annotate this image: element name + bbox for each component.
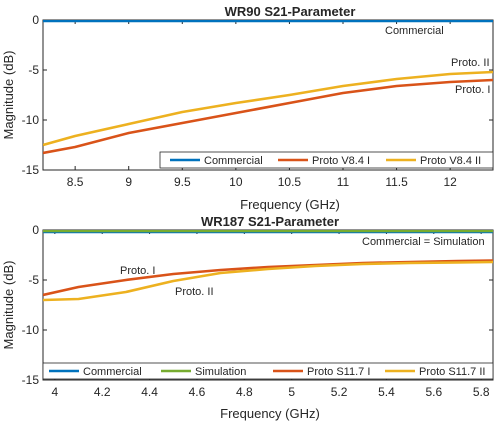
x-axis-label: Frequency (GHz)	[220, 406, 320, 421]
legend-box	[42, 362, 494, 380]
legend: Commercial Simulation Proto S11.7 I Proto S…	[42, 362, 494, 380]
x-tick-label: 4.4	[141, 385, 158, 399]
x-tick-label: 4.8	[236, 385, 253, 399]
x-tick-label: 5.6	[425, 385, 442, 399]
y-axis-label: Magnitude (dB)	[1, 51, 16, 140]
legend-label: Commercial	[204, 155, 263, 167]
legend-label: Simulation	[195, 366, 246, 378]
x-tick-label: 9	[125, 175, 132, 189]
series-line-proto-s11-7-ii	[43, 260, 493, 302]
plot-area	[42, 19, 494, 171]
x-tick-label: 5.8	[473, 385, 490, 399]
wr90-chart: WR90 S21-Parameter Frequency (GHz) Magni…	[1, 4, 494, 212]
y-tick-label: -5	[28, 63, 39, 77]
x-tick-label: 11	[337, 175, 350, 189]
x-tick-label: 10.5	[278, 175, 302, 189]
x-tick-label: 4	[51, 385, 58, 399]
chart-title: WR187 S21-Parameter	[201, 214, 339, 229]
y-tick-label: 0	[32, 223, 39, 237]
legend-box	[159, 151, 494, 169]
y-tick-label: -10	[22, 113, 40, 127]
x-tick-label: 8.5	[67, 175, 84, 189]
legend-label: Proto V8.4 I	[312, 155, 370, 167]
chart-title: WR90 S21-Parameter	[225, 4, 356, 19]
x-tick-label: 11.5	[385, 175, 408, 189]
annotation-commercial: Commercial	[385, 25, 444, 37]
legend: Commercial Proto V8.4 I Proto V8.4 II	[159, 151, 494, 169]
annotation-commercial-simulation: Commercial = Simulation	[362, 236, 485, 248]
y-tick-label: 0	[32, 13, 39, 27]
x-tick-label: 5.4	[378, 385, 395, 399]
x-axis-label: Frequency (GHz)	[240, 197, 340, 212]
wr187-chart: WR187 S21-Parameter Frequency (GHz) Magn…	[1, 214, 494, 421]
series-line-proto-v8-4-i	[43, 78, 493, 155]
series-line-proto-s11-7-i	[43, 259, 493, 297]
y-axis-label: Magnitude (dB)	[1, 261, 16, 350]
series-line-proto-v8-4-ii	[43, 70, 493, 147]
annotation-proto-i: Proto. I	[120, 265, 155, 277]
x-tick-label: 4.2	[94, 385, 111, 399]
plot-area	[42, 229, 494, 381]
annotation-proto-i: Proto. I	[455, 84, 490, 96]
x-tick-label: 5.2	[331, 385, 348, 399]
y-tick-label: -15	[22, 163, 40, 177]
y-tick-label: -5	[28, 273, 39, 287]
x-tick-label: 12	[443, 175, 457, 189]
legend-label: Commercial	[83, 366, 142, 378]
y-tick-label: -10	[22, 323, 40, 337]
annotation-proto-ii: Proto. II	[451, 57, 490, 69]
legend-label: Proto V8.4 II	[420, 155, 481, 167]
legend-label: Proto S11.7 I	[307, 366, 370, 378]
y-tick-label: -15	[22, 373, 40, 387]
x-tick-label: 10	[229, 175, 243, 189]
x-tick-label: 9.5	[174, 175, 191, 189]
x-tick-label: 5	[288, 385, 295, 399]
annotation-proto-ii: Proto. II	[175, 286, 214, 298]
x-tick-label: 4.6	[189, 385, 206, 399]
legend-label: Proto S11.7 II	[419, 366, 485, 378]
